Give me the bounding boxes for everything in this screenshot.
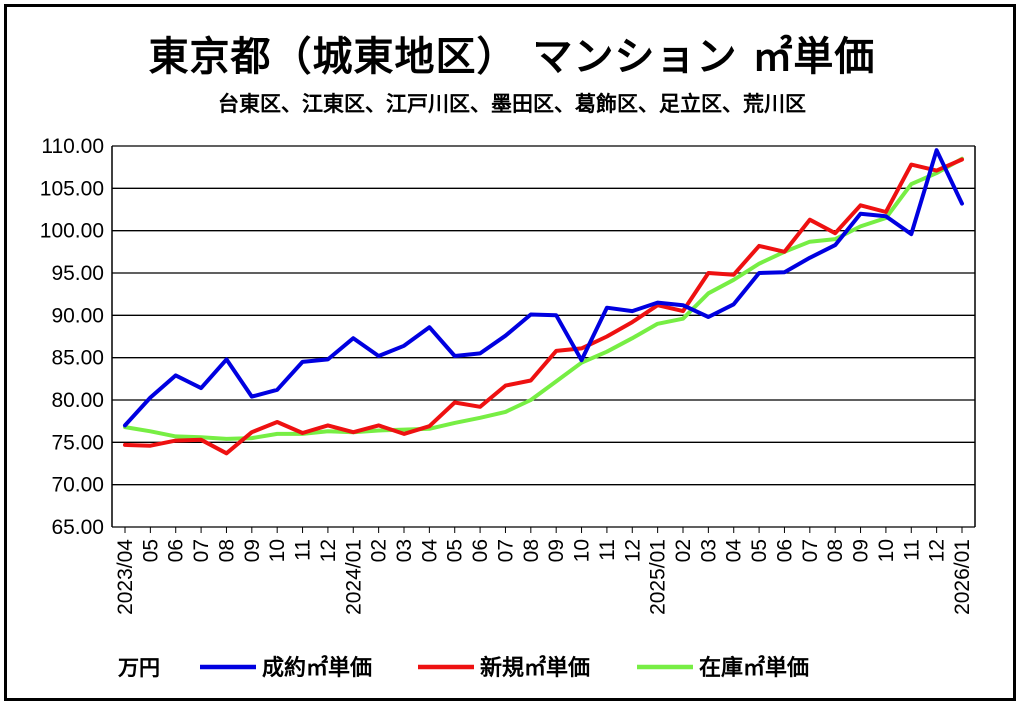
x-tick-label: 04 [418,539,441,563]
unit-label: 万円 [117,656,160,680]
x-axis-ticks: 2023/04 05 06 07 08 09 10 11 12 2024/01 02 03 04 05 06… [114,527,974,615]
y-tick-label: 65.00 [51,516,104,539]
series-layer [123,148,964,456]
x-tick-label: 08 [824,539,847,562]
y-tick-label: 95.00 [51,262,104,285]
x-tick-label: 11 [900,539,923,561]
legend-label-2: 在庫㎡単価 [699,655,809,681]
series-line-2 [123,156,964,441]
x-tick-label: 10 [266,539,289,562]
y-tick-label: 85.00 [51,347,104,370]
x-tick-label: 12 [317,539,340,562]
chart-frame [4,4,1016,701]
x-tick-label: 06 [469,539,492,562]
x-tick-label: 06 [773,539,796,562]
x-tick-label: 2026/01 [951,539,974,615]
x-tick-label: 03 [393,539,416,562]
y-tick-label: 75.00 [51,431,104,454]
x-tick-label: 09 [545,539,568,562]
x-tick-label: 08 [520,539,543,562]
x-tick-label: 07 [799,539,822,562]
x-tick-label: 05 [748,539,771,562]
x-tick-label: 02 [368,539,391,562]
x-tick-label: 12 [926,539,949,562]
x-tick-label: 07 [190,539,213,562]
x-tick-label: 10 [571,539,594,562]
y-tick-label: 70.00 [51,474,104,497]
legend-label-0: 成約㎡単価 [262,655,372,681]
series-line-1 [123,157,964,456]
y-tick-label: 80.00 [51,389,104,412]
y-axis-ticks: 65.00 70.00 75.00 80.00 85.00 90.00 95.00 100.0… [40,135,104,539]
x-tick-label: 2023/04 [114,539,137,615]
x-tick-label: 04 [723,539,746,563]
x-tick-label: 11 [596,539,619,561]
legend-label-1: 新規㎡単価 [480,655,590,681]
grid-layer [111,145,976,528]
x-tick-label: 07 [494,539,517,562]
y-tick-label: 90.00 [51,304,104,327]
x-tick-label: 06 [165,539,188,562]
chart-title: 東京都（城東地区） マンション ㎡単価 [148,34,876,80]
x-tick-label: 11 [292,539,315,561]
x-tick-label: 02 [672,539,695,562]
legend: 万円 成約㎡単価 新規㎡単価 在庫㎡単価 [117,655,809,681]
x-tick-label: 12 [621,539,644,562]
x-tick-label: 2025/01 [647,539,670,615]
x-tick-label: 09 [241,539,264,562]
y-tick-label: 105.00 [40,177,104,200]
y-tick-label: 110.00 [41,135,104,158]
series-line-0 [123,148,964,428]
x-tick-label: 03 [697,539,720,562]
chart-subtitle: 台東区、江東区、江戸川区、墨田区、葛飾区、足立区、荒川区 [218,92,806,116]
x-tick-label: 09 [850,539,873,562]
x-tick-label: 08 [215,539,238,562]
x-tick-label: 2024/01 [342,539,365,615]
x-tick-label: 10 [875,539,898,562]
y-tick-label: 100.00 [40,220,104,243]
x-tick-label: 05 [139,539,162,562]
x-tick-label: 05 [444,539,467,562]
